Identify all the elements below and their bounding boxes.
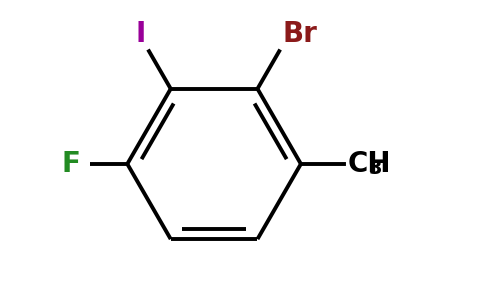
Text: CH: CH <box>348 150 391 178</box>
Text: 3: 3 <box>368 159 382 178</box>
Text: F: F <box>62 150 81 178</box>
Text: Br: Br <box>282 20 317 48</box>
Text: I: I <box>136 20 146 48</box>
